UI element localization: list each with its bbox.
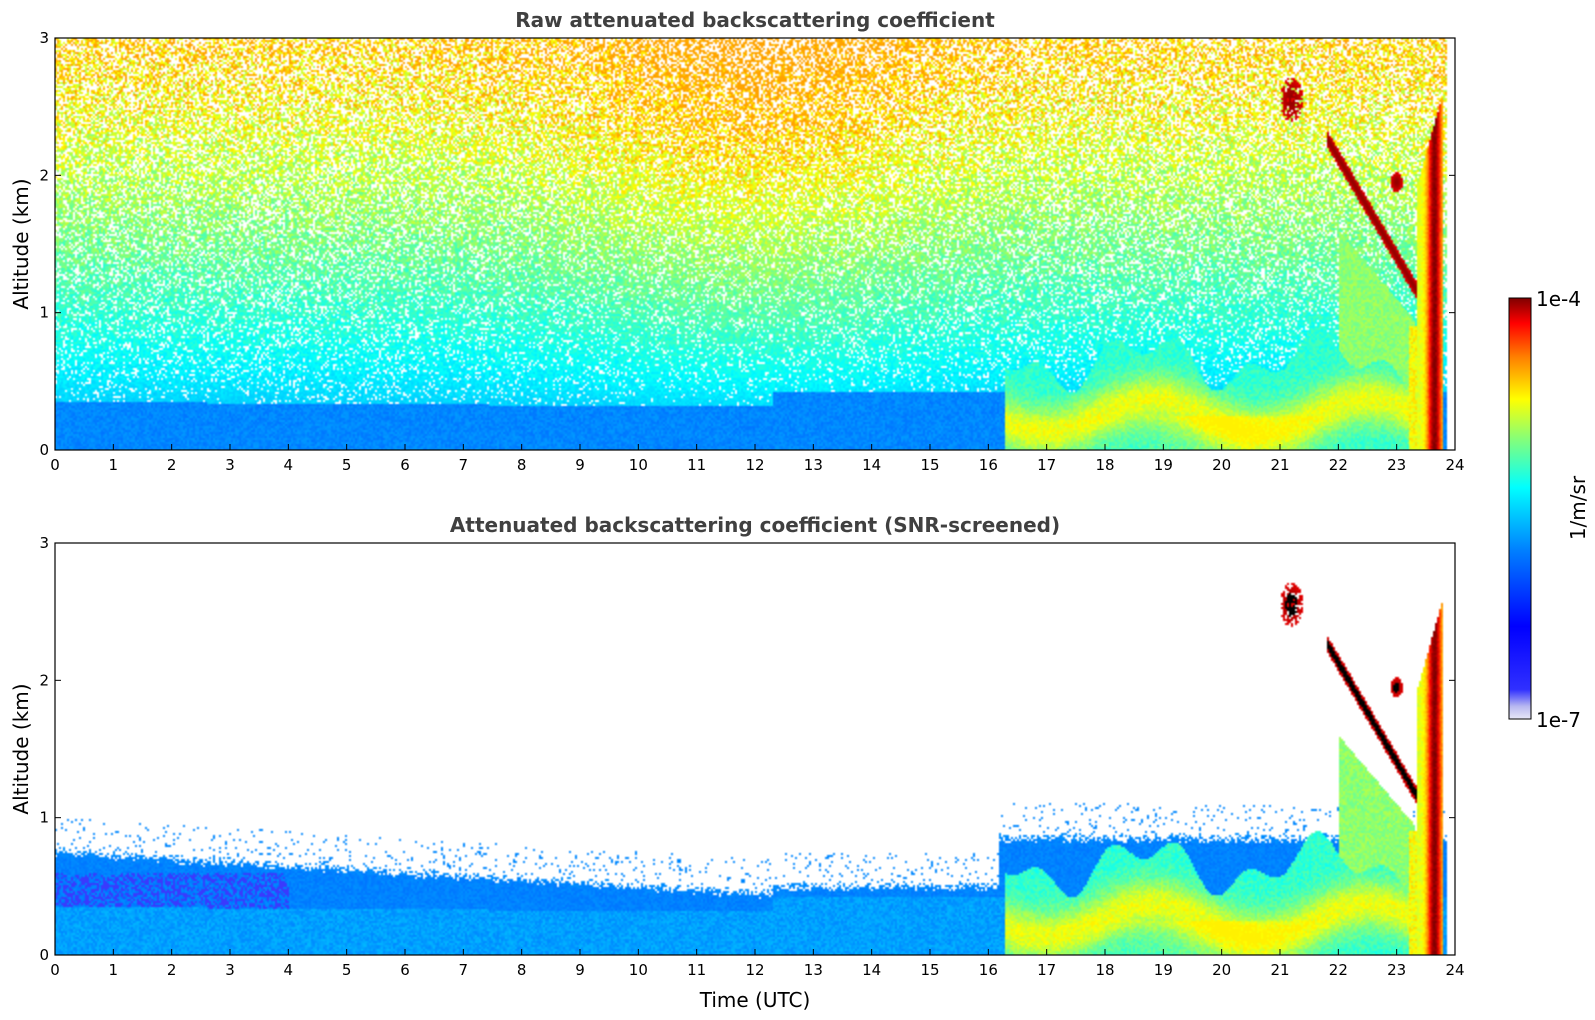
x-tick-label: 23 <box>1387 961 1406 979</box>
x-tick-label: 24 <box>1445 456 1464 474</box>
x-tick-label: 21 <box>1270 456 1289 474</box>
x-tick-label: 14 <box>862 961 881 979</box>
x-tick-label: 11 <box>687 456 706 474</box>
x-tick-label: 20 <box>1212 961 1231 979</box>
x-tick-label: 7 <box>459 961 469 979</box>
x-tick-label: 1 <box>109 961 119 979</box>
x-tick-label: 16 <box>979 961 998 979</box>
x-tick-label: 2 <box>167 456 177 474</box>
x-tick-label: 23 <box>1387 456 1406 474</box>
raw-backscatter-panel: Raw attenuated backscattering coefficien… <box>9 8 1465 474</box>
x-tick-label: 15 <box>920 456 939 474</box>
y-tick-label: 1 <box>39 304 49 322</box>
x-tick-label: 13 <box>804 961 823 979</box>
x-tick-label: 13 <box>804 456 823 474</box>
panel-2-ylabel: Altitude (km) <box>9 683 33 814</box>
x-tick-label: 4 <box>284 456 294 474</box>
x-tick-label: 1 <box>109 456 119 474</box>
x-tick-label: 17 <box>1037 961 1056 979</box>
x-tick-label: 19 <box>1154 961 1173 979</box>
y-tick-label: 2 <box>39 671 49 689</box>
panel-2-title: Attenuated backscattering coefficient (S… <box>450 513 1060 537</box>
y-tick-label: 3 <box>39 29 49 47</box>
x-tick-label: 8 <box>517 456 527 474</box>
x-axis-label: Time (UTC) <box>699 988 811 1012</box>
x-tick-label: 10 <box>629 961 648 979</box>
x-tick-label: 22 <box>1329 961 1348 979</box>
panel-1-y-ticks: 0 1 2 3 <box>39 29 1455 459</box>
x-tick-label: 12 <box>745 961 764 979</box>
panel-2-y-ticks: 0 1 2 3 <box>39 534 1455 964</box>
x-tick-label: 20 <box>1212 456 1231 474</box>
panel-1-x-ticks: 0 1 2 3 4 5 6 7 8 9 10 11 12 13 14 15 16 17 18 19 20 21 22 23 24 <box>50 444 1465 474</box>
colorbar-gradient <box>1508 297 1532 720</box>
x-tick-label: 14 <box>862 456 881 474</box>
x-tick-label: 9 <box>575 456 585 474</box>
x-tick-label: 0 <box>50 961 60 979</box>
x-tick-label: 3 <box>225 961 235 979</box>
x-tick-label: 0 <box>50 456 60 474</box>
x-tick-label: 2 <box>167 961 177 979</box>
panel-2-x-ticks: 0 1 2 3 4 5 6 7 8 9 10 11 12 13 14 15 16 17 18 19 20 21 22 23 24 <box>50 949 1465 979</box>
x-tick-label: 4 <box>284 961 294 979</box>
panel-1-heatmap <box>55 38 1455 450</box>
x-tick-label: 22 <box>1329 456 1348 474</box>
x-tick-label: 9 <box>575 961 585 979</box>
colorbar-min-label: 1e-7 <box>1536 708 1581 732</box>
x-tick-label: 10 <box>629 456 648 474</box>
y-tick-label: 0 <box>39 441 49 459</box>
x-tick-label: 21 <box>1270 961 1289 979</box>
x-tick-label: 16 <box>979 456 998 474</box>
y-tick-label: 2 <box>39 166 49 184</box>
x-tick-label: 15 <box>920 961 939 979</box>
colorbar-unit-label: 1/m/sr <box>1566 475 1590 540</box>
x-tick-label: 11 <box>687 961 706 979</box>
panel-2-heatmap <box>55 543 1455 955</box>
x-tick-label: 19 <box>1154 456 1173 474</box>
snr-screened-panel: Attenuated backscattering coefficient (S… <box>9 513 1465 1012</box>
x-tick-label: 24 <box>1445 961 1464 979</box>
panel-1-ylabel: Altitude (km) <box>9 178 33 309</box>
y-tick-label: 3 <box>39 534 49 552</box>
colorbar-max-label: 1e-4 <box>1536 287 1581 311</box>
x-tick-label: 5 <box>342 961 352 979</box>
x-tick-label: 5 <box>342 456 352 474</box>
panel-1-title: Raw attenuated backscattering coefficien… <box>515 8 995 32</box>
x-tick-label: 17 <box>1037 456 1056 474</box>
x-tick-label: 18 <box>1095 961 1114 979</box>
x-tick-label: 18 <box>1095 456 1114 474</box>
x-tick-label: 8 <box>517 961 527 979</box>
colorbar: 1e-4 1e-7 1/m/sr <box>1508 287 1590 732</box>
x-tick-label: 12 <box>745 456 764 474</box>
y-tick-label: 0 <box>39 946 49 964</box>
x-tick-label: 6 <box>400 961 410 979</box>
y-tick-label: 1 <box>39 809 49 827</box>
x-tick-label: 7 <box>459 456 469 474</box>
x-tick-label: 3 <box>225 456 235 474</box>
x-tick-label: 6 <box>400 456 410 474</box>
